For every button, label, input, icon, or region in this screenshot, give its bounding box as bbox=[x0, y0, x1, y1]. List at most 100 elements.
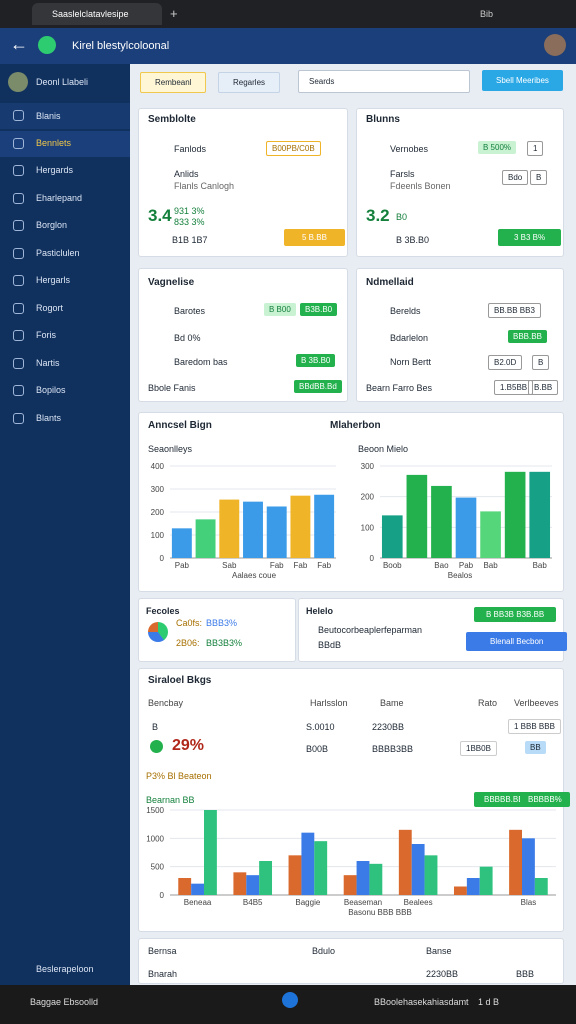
chart-title: Bearnan BB bbox=[146, 795, 195, 805]
nav-icon bbox=[13, 137, 24, 149]
button[interactable]: Blenall Becbon bbox=[466, 632, 568, 651]
toolbar-button[interactable]: Sbell Meeribes bbox=[482, 70, 563, 91]
nav-item[interactable]: Blants bbox=[36, 412, 62, 423]
button[interactable]: 3 B3 B% bbox=[498, 229, 562, 246]
cell: BBBB3BB bbox=[372, 744, 414, 754]
box: Bdo bbox=[502, 170, 529, 185]
toolbar-button[interactable]: Rembeanl bbox=[140, 72, 207, 93]
header-cell: Bame bbox=[380, 698, 404, 708]
label: Bearn Farro Bes bbox=[366, 383, 433, 393]
section-title: P3% Bl Beateon bbox=[146, 771, 212, 781]
header-cell: Bernsa bbox=[148, 946, 177, 956]
nav-item[interactable]: Foris bbox=[36, 330, 56, 340]
pill: B00PB/C0B bbox=[266, 141, 321, 156]
label: Barotes bbox=[174, 306, 206, 316]
label: Anlids bbox=[174, 169, 199, 179]
value: BBB3% bbox=[206, 618, 238, 628]
label: Fanlods bbox=[174, 144, 207, 154]
back[interactable]: ← bbox=[10, 34, 28, 54]
nav-icon bbox=[13, 165, 24, 176]
taskbar-text: Baggae Ebsoolld bbox=[30, 997, 99, 1007]
nav-item[interactable]: Pasticlulen bbox=[36, 247, 80, 258]
pie-icon bbox=[148, 622, 168, 642]
chart-title: Seaonlleys bbox=[148, 444, 193, 454]
card-title: Blunns bbox=[366, 114, 400, 125]
logo bbox=[38, 36, 56, 54]
nav-item[interactable]: Bopilos bbox=[36, 385, 66, 395]
nav-item[interactable]: Eharlepand bbox=[36, 192, 83, 203]
header-cell: Rato bbox=[478, 698, 498, 708]
nav-item[interactable]: Rogort bbox=[36, 302, 64, 313]
toolbar-button[interactable]: Regarles bbox=[218, 72, 281, 93]
button[interactable]: BBBBB% bbox=[520, 792, 570, 807]
search[interactable]: Seards bbox=[298, 70, 470, 93]
box: 1 BBB BBB bbox=[508, 719, 561, 734]
label: Norn Bertt bbox=[390, 357, 432, 367]
big-number: 3.4 bbox=[148, 206, 172, 225]
nav-icon bbox=[13, 302, 24, 314]
nav-item[interactable]: Borglon bbox=[36, 220, 68, 230]
header bbox=[0, 28, 576, 64]
nav-icon bbox=[13, 247, 24, 259]
nav-icon bbox=[13, 357, 24, 369]
nav-item[interactable]: Hergards bbox=[36, 165, 74, 175]
nav-item[interactable]: Blanis bbox=[36, 111, 61, 121]
label: Bbole Fanis bbox=[148, 383, 196, 393]
sidebar-footer: Beslerapeloon bbox=[36, 964, 94, 974]
header-cell: Verlbeeves bbox=[514, 698, 559, 708]
nav-item[interactable]: Bennlets bbox=[36, 137, 72, 148]
box: B bbox=[530, 170, 548, 185]
nav-icon bbox=[13, 110, 24, 121]
card-title: Ndmellaid bbox=[366, 277, 414, 288]
app-icon[interactable] bbox=[282, 992, 298, 1008]
cell: B00B bbox=[306, 744, 329, 754]
avatar bbox=[544, 34, 566, 56]
tray: 1 d B bbox=[478, 997, 500, 1007]
label: Flanls Canlogh bbox=[174, 181, 235, 191]
panel-title: Mlaherbon bbox=[330, 420, 381, 431]
pill: B3B.B0 bbox=[300, 303, 338, 316]
button[interactable]: BBB.BB bbox=[508, 330, 547, 343]
button[interactable]: B 3B.B0 bbox=[296, 354, 336, 367]
button[interactable]: BBdBB.Bd bbox=[294, 380, 342, 393]
new-tab[interactable]: + bbox=[170, 6, 178, 21]
label: BBdB bbox=[318, 640, 342, 650]
sub-value: 931 3% bbox=[174, 206, 205, 216]
header-cell: Banse bbox=[426, 946, 452, 956]
value: BB3B3% bbox=[206, 638, 243, 648]
nav-icon bbox=[13, 220, 24, 231]
tab-extra: Bib bbox=[480, 9, 494, 19]
card-title: Helelo bbox=[306, 606, 334, 616]
nav-item[interactable]: Nartis bbox=[36, 357, 60, 368]
label: B 3B.B0 bbox=[396, 235, 430, 245]
nav-icon bbox=[13, 385, 24, 396]
label: Baredom bas bbox=[174, 357, 228, 367]
app-title: Kirel blestylcoloonal bbox=[72, 40, 170, 52]
box: BB bbox=[525, 741, 546, 754]
cell: 29% bbox=[172, 737, 205, 754]
button[interactable]: B BB3B B3B.BB bbox=[474, 607, 557, 622]
label: Beutocorbeaplerfeparman bbox=[318, 625, 423, 635]
nav-item[interactable]: Hergarls bbox=[36, 275, 71, 285]
taskbar-text: BBoolehasekahiasdamt bbox=[374, 997, 469, 1007]
big-number: 3.2 bbox=[366, 206, 390, 225]
label: Vernobes bbox=[390, 144, 429, 154]
button[interactable]: 5 B.BB bbox=[284, 229, 345, 246]
pill: B 500% bbox=[478, 141, 517, 154]
tab-title: Saaslelclatavlesipe bbox=[52, 9, 129, 19]
label: Bd 0% bbox=[174, 333, 201, 343]
box: B bbox=[532, 355, 550, 370]
status-dot bbox=[150, 740, 163, 753]
card bbox=[138, 268, 348, 402]
card-title: Fecoles bbox=[146, 606, 180, 616]
label: Fdeenls Bonen bbox=[390, 181, 451, 191]
chart-title: Beoon Mielo bbox=[358, 444, 409, 454]
box: 1BB0B bbox=[460, 741, 497, 756]
nav-icon bbox=[13, 412, 24, 424]
nav-icon bbox=[13, 330, 24, 341]
sidebar bbox=[0, 64, 130, 985]
cell: Bnarah bbox=[148, 969, 178, 979]
user-name: Deonl Llabeli bbox=[36, 77, 89, 87]
nav-highlight bbox=[0, 130, 130, 157]
pill: B B00 bbox=[264, 303, 296, 316]
